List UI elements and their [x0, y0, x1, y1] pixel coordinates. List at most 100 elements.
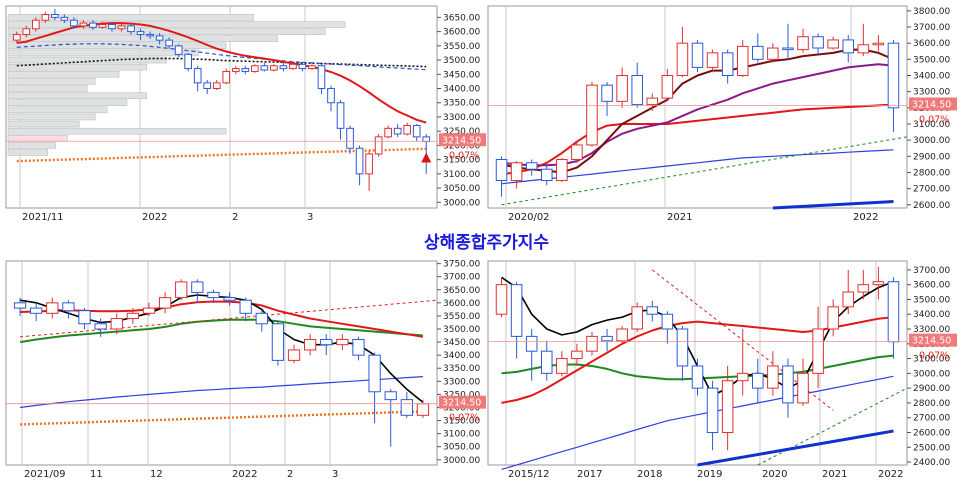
volume-profile-bar [7, 85, 88, 92]
candle-body [136, 31, 145, 35]
trend-line [697, 429, 894, 467]
candle-body [239, 299, 252, 314]
x-tick-label: 2 [232, 212, 238, 223]
x-tick-label: 2022 [878, 469, 903, 480]
candle-body [110, 318, 123, 330]
x-tick-label: 2020 [762, 469, 787, 480]
y-tick-label: 3700.00 [443, 273, 480, 283]
candle-body [308, 65, 316, 70]
y-tick-label: 3000.00 [443, 456, 480, 466]
y-tick-label: 3000.00 [913, 136, 950, 146]
candle-body [222, 70, 231, 84]
change-label: 0.07% [919, 351, 949, 362]
y-tick-label: 3600.00 [913, 39, 950, 49]
volume-profile-bar [7, 106, 108, 114]
trend-line [20, 299, 438, 338]
volume-profile-bar [7, 120, 80, 128]
volume-profile-bar [7, 99, 128, 106]
candle-body [495, 159, 508, 182]
candle-body [721, 380, 734, 433]
chart-svg: 3800.00 3700.00 3600.00 3500.00 3400.00 3300.… [487, 5, 957, 223]
y-tick-label: 3500.00 [443, 56, 480, 66]
y-tick-label: 3400.00 [913, 310, 950, 320]
volume-profile-bar [7, 49, 199, 57]
volume-profile-bar [7, 127, 227, 135]
y-tick-label: 3750.00 [443, 260, 480, 270]
candle-body [298, 63, 307, 70]
candle-body [384, 391, 397, 401]
candle-body [78, 310, 91, 325]
candle-body [857, 44, 870, 54]
candle-body [646, 306, 659, 315]
x-tick-label: 3 [307, 212, 313, 223]
candle-body [691, 365, 704, 389]
candle-body [812, 36, 824, 49]
candle-body [158, 297, 172, 309]
candle-body [782, 365, 794, 404]
candle-body [22, 28, 31, 35]
volume-profile-bar [7, 71, 120, 78]
candle-body [842, 39, 855, 54]
candle-body [223, 297, 236, 301]
candle-body [60, 16, 69, 21]
candle-body [393, 127, 402, 135]
y-tick-label: 2900.00 [913, 384, 950, 394]
candle-body [842, 291, 855, 308]
candle-body [231, 68, 240, 72]
y-tick-label: 2700.00 [913, 185, 950, 195]
ma-green-line [19, 318, 423, 344]
y-tick-label: 3300.00 [443, 377, 480, 387]
y-tick-label: 3300.00 [913, 325, 950, 335]
y-tick-label: 2600.00 [913, 428, 950, 438]
candle-body [797, 36, 809, 51]
y-tick-label: 3300.00 [913, 88, 950, 98]
y-tick-label: 3300.00 [443, 113, 480, 123]
x-tick-label: 2017 [577, 469, 602, 480]
x-tick-label: 3 [332, 469, 338, 480]
price-label: 3214.50 [442, 398, 481, 409]
candle-body [203, 82, 212, 90]
candle-body [287, 349, 301, 361]
candle-body [146, 33, 154, 37]
x-tick-label: 2015/12 [508, 469, 550, 480]
candle-body [271, 323, 285, 361]
candle-body [706, 387, 719, 433]
y-tick-label: 3150.00 [443, 417, 480, 427]
y-tick-label: 3800.00 [913, 7, 950, 17]
volume-profile-bar [7, 113, 96, 121]
candle-body [51, 14, 59, 18]
price-label: 3214.50 [912, 99, 951, 110]
volume-profile-bar [7, 142, 56, 149]
price-label-box [439, 395, 487, 409]
candle-body [422, 136, 431, 142]
trend-line [772, 200, 894, 210]
y-tick-label: 3500.00 [913, 295, 950, 305]
candle-body [616, 74, 628, 102]
volume-profile-bar [7, 42, 227, 50]
y-tick-label: 3100.00 [913, 120, 950, 130]
candle-body [510, 162, 523, 182]
change-label: 0.07% [449, 150, 479, 161]
candle-body [193, 68, 202, 84]
y-tick-label: 3650.00 [443, 13, 480, 23]
ma-blue-line [16, 43, 427, 71]
y-tick-label: 3000.00 [913, 369, 950, 379]
volume-profile-bar [7, 92, 148, 99]
candle-body [736, 372, 749, 382]
candle-body [691, 42, 704, 68]
x-tick-label: 12 [150, 469, 163, 480]
candle-body [241, 68, 250, 72]
volume-profile-bar [7, 56, 167, 64]
price-label: 3214.50 [442, 135, 481, 146]
x-tick-label: 2019 [697, 469, 722, 480]
y-tick-label: 3700.00 [913, 23, 950, 33]
candle-body [752, 372, 764, 389]
candle-body [416, 403, 430, 416]
x-tick-label: 2020/02 [508, 212, 550, 223]
price-label: 3214.50 [912, 336, 951, 347]
price-label-box [909, 97, 957, 111]
candle-body [797, 372, 809, 404]
y-tick-label: 3000.00 [443, 198, 480, 208]
candle-body [752, 45, 764, 60]
candle-body [255, 312, 268, 325]
